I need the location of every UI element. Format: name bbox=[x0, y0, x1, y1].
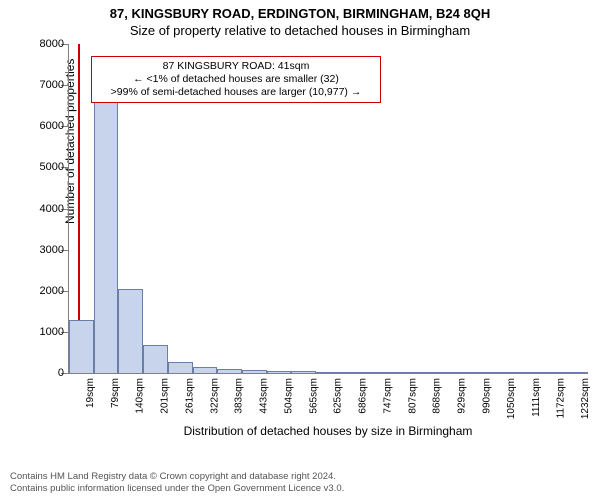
bar bbox=[217, 369, 242, 373]
y-tick-label: 3000 bbox=[40, 244, 64, 256]
bar bbox=[168, 362, 193, 374]
x-tick-label: 990sqm bbox=[482, 378, 493, 414]
footer-line-1: Contains HM Land Registry data © Crown c… bbox=[10, 471, 590, 482]
y-tick-label: 2000 bbox=[40, 285, 64, 297]
bar bbox=[539, 372, 564, 373]
x-tick-label: 504sqm bbox=[283, 378, 294, 414]
x-tick-label: 443sqm bbox=[259, 378, 270, 414]
bar bbox=[94, 100, 119, 373]
x-axis-label: Distribution of detached houses by size … bbox=[68, 424, 588, 438]
x-tick-label: 79sqm bbox=[110, 378, 121, 408]
x-tick-label: 140sqm bbox=[135, 378, 146, 414]
x-tick-label: 19sqm bbox=[85, 378, 96, 408]
x-tick-label: 1172sqm bbox=[556, 378, 567, 418]
y-tick-label: 1000 bbox=[40, 326, 64, 338]
bar bbox=[193, 367, 218, 373]
chart-title-main: 87, KINGSBURY ROAD, ERDINGTON, BIRMINGHA… bbox=[10, 6, 590, 21]
y-tick-label: 0 bbox=[58, 367, 64, 379]
chart-container: 87, KINGSBURY ROAD, ERDINGTON, BIRMINGHA… bbox=[0, 0, 600, 500]
bar bbox=[143, 345, 168, 373]
bar bbox=[489, 372, 514, 373]
bar bbox=[366, 372, 391, 373]
x-tick-label: 868sqm bbox=[432, 378, 443, 414]
x-tick-label: 201sqm bbox=[160, 378, 171, 414]
bar bbox=[341, 372, 366, 373]
x-tick-label: 261sqm bbox=[184, 378, 195, 414]
x-tick-label: 1050sqm bbox=[506, 378, 517, 419]
plot-region: 87 KINGSBURY ROAD: 41sqm ← <1% of detach… bbox=[68, 44, 588, 374]
bar bbox=[465, 372, 490, 373]
bar bbox=[316, 372, 341, 373]
x-tick-label: 929sqm bbox=[457, 378, 468, 414]
bar bbox=[69, 320, 94, 373]
bar bbox=[242, 370, 267, 373]
bar bbox=[440, 372, 465, 373]
bar bbox=[291, 371, 316, 373]
x-tick-label: 565sqm bbox=[308, 378, 319, 414]
footer-attribution: Contains HM Land Registry data © Crown c… bbox=[10, 471, 590, 494]
y-tick-label: 6000 bbox=[40, 120, 64, 132]
x-tick-label: 1111sqm bbox=[531, 378, 542, 417]
y-tick-label: 4000 bbox=[40, 203, 64, 215]
y-tick-label: 7000 bbox=[40, 79, 64, 91]
bar bbox=[390, 372, 415, 373]
annotation-box: 87 KINGSBURY ROAD: 41sqm ← <1% of detach… bbox=[91, 56, 381, 103]
bar bbox=[118, 289, 143, 373]
x-tick-label: 686sqm bbox=[358, 378, 369, 414]
annotation-line-1: 87 KINGSBURY ROAD: 41sqm bbox=[98, 60, 374, 73]
y-tick-label: 8000 bbox=[40, 38, 64, 50]
bar bbox=[563, 372, 588, 373]
x-tick-label: 747sqm bbox=[383, 378, 394, 414]
annotation-line-2: ← <1% of detached houses are smaller (32… bbox=[98, 73, 374, 86]
chart-area: Number of detached properties 87 KINGSBU… bbox=[68, 44, 588, 404]
x-tick-label: 807sqm bbox=[407, 378, 418, 414]
annotation-line-3: >99% of semi-detached houses are larger … bbox=[98, 86, 374, 99]
x-tick-label: 383sqm bbox=[234, 378, 245, 414]
bar bbox=[514, 372, 539, 373]
x-tick-label: 625sqm bbox=[333, 378, 344, 414]
bar bbox=[267, 371, 292, 373]
x-tick-label: 322sqm bbox=[209, 378, 220, 414]
x-tick-labels: 19sqm 79sqm 140sqm 201sqm 261sqm 322sqm 383sqm… bbox=[68, 376, 588, 426]
x-tick-label: 1232sqm bbox=[581, 378, 592, 419]
footer-line-2: Contains public information licensed und… bbox=[10, 483, 590, 494]
y-tick-label: 5000 bbox=[40, 161, 64, 173]
chart-title-sub: Size of property relative to detached ho… bbox=[10, 23, 590, 38]
bar bbox=[415, 372, 440, 373]
